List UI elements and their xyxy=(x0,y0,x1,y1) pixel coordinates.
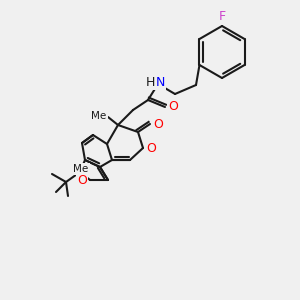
Text: O: O xyxy=(168,100,178,113)
Text: O: O xyxy=(77,173,87,187)
Text: N: N xyxy=(155,76,165,88)
Text: F: F xyxy=(218,11,226,23)
Text: Me: Me xyxy=(92,111,106,121)
Text: Me: Me xyxy=(74,164,88,174)
Text: O: O xyxy=(146,142,156,154)
Text: O: O xyxy=(153,118,163,130)
Text: H: H xyxy=(145,76,155,88)
